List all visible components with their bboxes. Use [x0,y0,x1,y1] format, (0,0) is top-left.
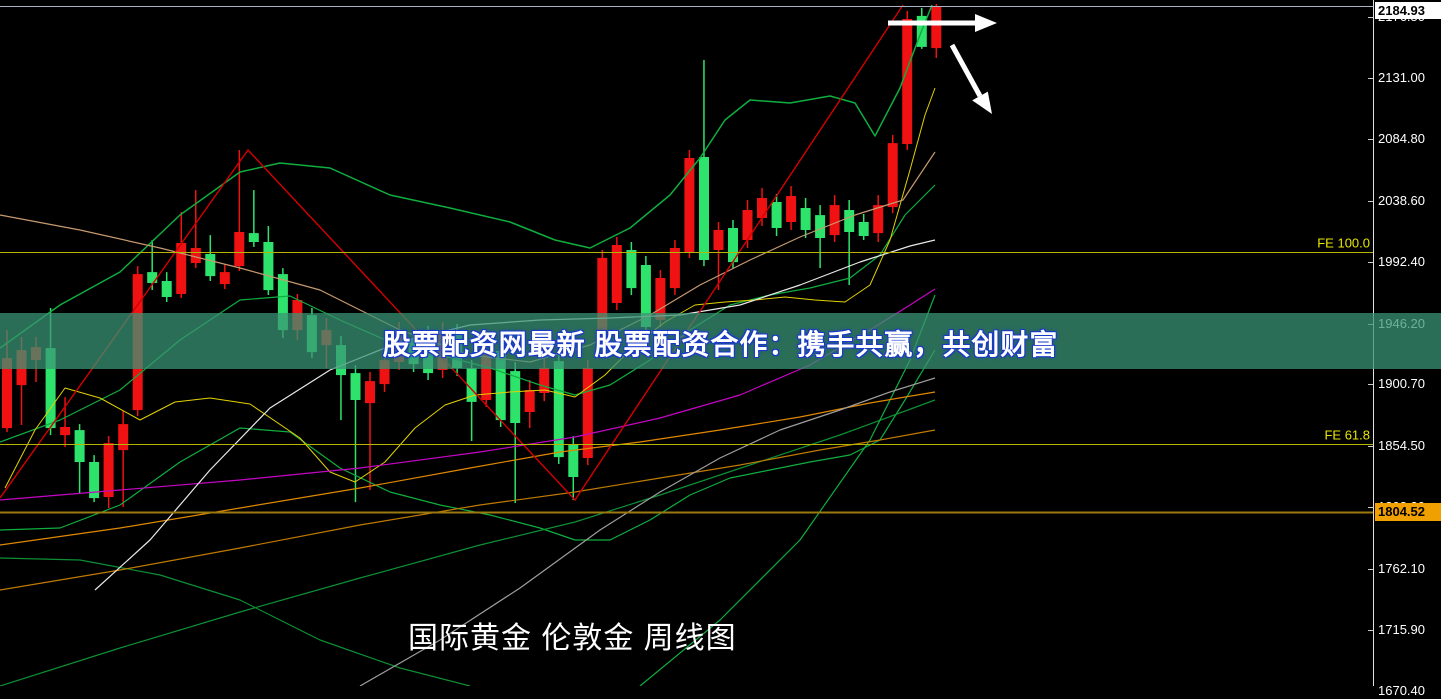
candle-body [277,274,288,331]
candle-body [786,196,797,222]
candle-body [800,208,811,230]
promo-banner-text: 股票配资网最新 股票配资合作：携手共赢，共创财富 [382,329,1059,360]
candle-body [640,265,651,327]
candle-body [887,143,898,208]
candle-body [597,257,608,331]
candle-body [2,358,12,429]
ma-orange-2 [0,429,936,591]
candle-body [263,242,274,291]
candle-body [248,233,259,242]
candle-body [669,248,680,289]
candle-body [553,361,564,458]
candle-body [481,351,492,400]
candle-body [539,368,550,393]
candle-body [205,254,216,277]
candle-body [655,278,666,320]
candle-body [60,427,71,436]
candle-body [89,462,100,499]
candle-body [815,215,826,238]
promo-banner [0,313,1441,369]
candle-body [626,250,637,289]
ma-green-long [0,399,936,686]
candle-body [350,373,361,400]
candle-body [234,232,245,267]
candle-body [713,230,724,250]
candle-body [757,198,767,218]
candle-body [495,351,506,421]
candle-body [74,430,85,462]
candle-body [161,281,172,297]
candle-body [379,360,390,385]
candle-body [118,424,129,451]
ma-green-deep [0,557,471,686]
candle-body [219,272,230,285]
candle-body [466,368,477,402]
candle-body [365,381,375,404]
current-price-badge: 2184.93 [1375,2,1441,19]
bollinger-upper [0,4,933,349]
chart-title: 国际黄金 伦敦金 周线图 [408,622,737,655]
candle-body [103,443,114,497]
price-level-badge: 1804.52 [1375,503,1441,521]
candle-body [829,205,840,236]
ma-yellow [4,87,936,489]
candle-body [858,222,869,236]
fib-level-label: FE 61.8 [1324,428,1370,443]
candle-body [45,348,56,429]
candle-body [742,210,753,240]
right-arrow-icon [975,14,997,32]
candle-body [844,210,855,232]
candle-body [699,157,709,260]
candle-body [568,444,579,477]
candle-body [728,228,738,263]
candle-body [524,390,535,412]
candle-body [611,245,622,303]
candle-body [510,371,521,423]
down-right-arrow-icon [972,91,992,114]
ma-orange-1 [0,391,936,546]
candle-body [190,248,201,263]
candle-body [873,205,884,234]
fib-level-label: FE 100.0 [1317,236,1370,251]
candle-body [684,158,695,252]
candle-body [582,368,593,458]
candle-body [147,272,158,283]
candle-body [902,19,913,144]
candle-body [176,243,187,294]
candle-body [931,6,942,49]
candle-body [771,202,782,228]
down-right-arrow-icon [949,43,983,98]
ma-gray [359,377,936,686]
